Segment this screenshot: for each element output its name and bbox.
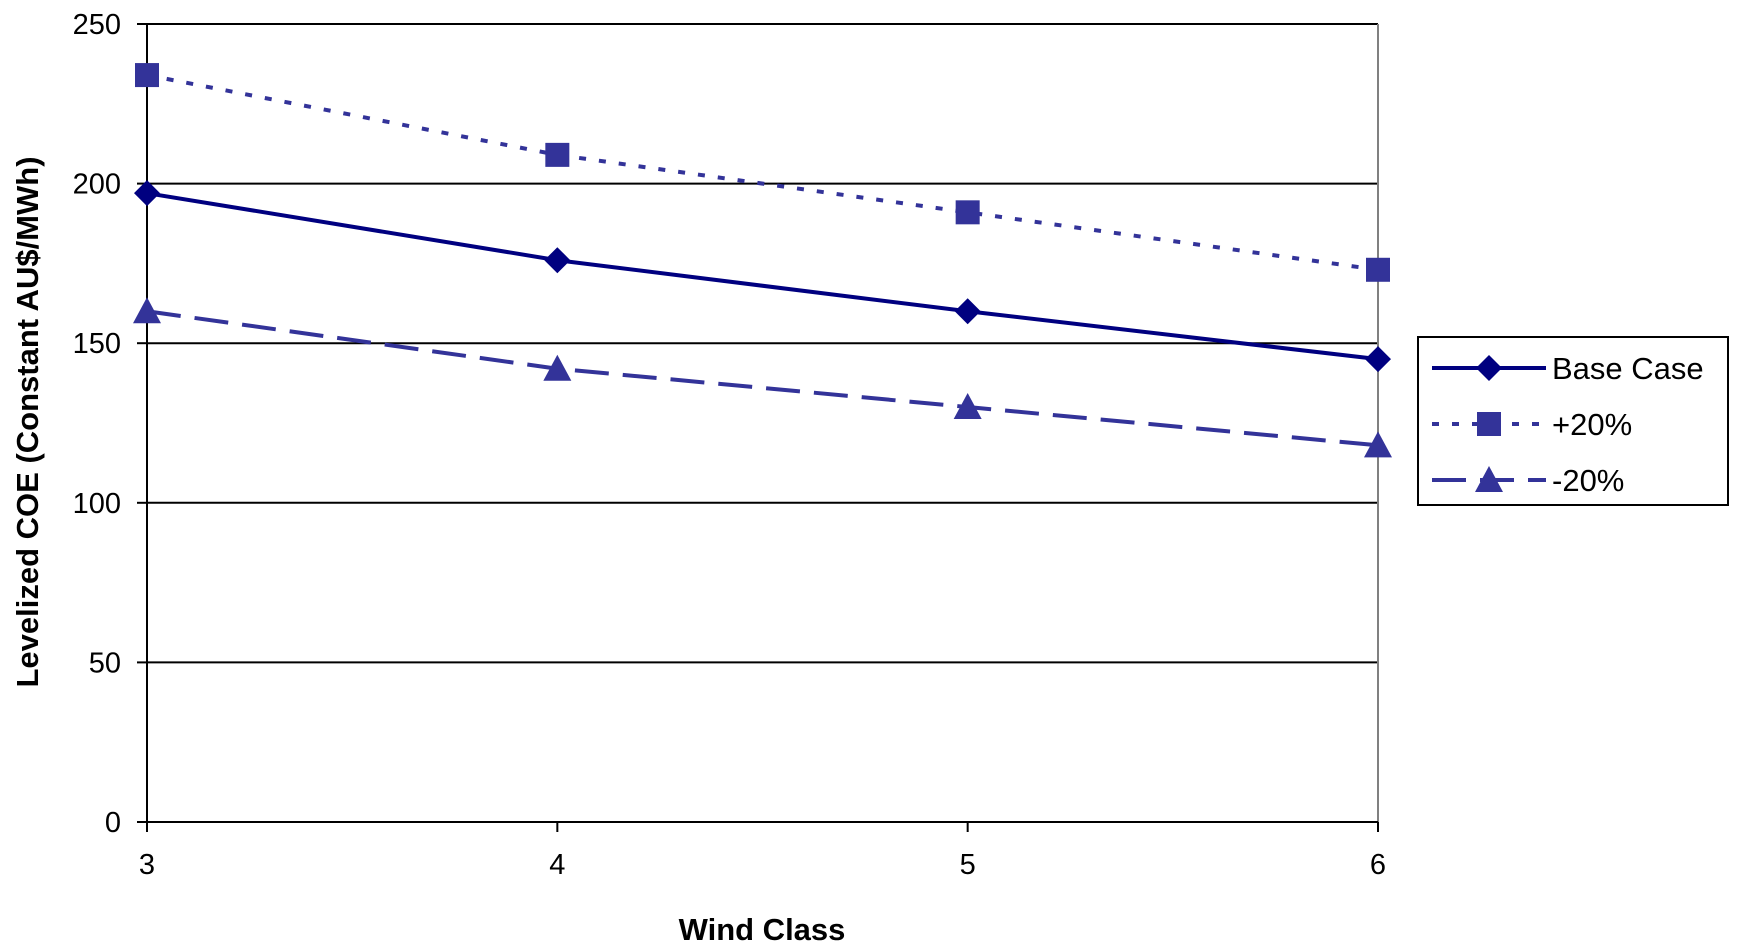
legend-entry-minus20pct: -20% xyxy=(1432,463,1624,498)
series-plus20pct xyxy=(135,63,1390,282)
data-point-base-case-6 xyxy=(1365,346,1391,373)
series-base-case xyxy=(134,180,1391,373)
x-tick-label-4: 4 xyxy=(549,849,565,881)
legend: Base Case +20% -20% xyxy=(1417,336,1729,506)
y-tick-label-250: 250 xyxy=(73,9,121,41)
data-point-plus20pct-4 xyxy=(545,142,570,167)
data-point-minus20pct-5 xyxy=(953,393,982,420)
data-point-base-case-4 xyxy=(544,247,571,274)
legend-entry-base-case: Base Case xyxy=(1432,351,1704,386)
gridlines xyxy=(147,23,1378,664)
x-tick-label-5: 5 xyxy=(960,849,976,881)
legend-box xyxy=(1417,336,1729,506)
x-tick-label-3: 3 xyxy=(139,849,155,881)
y-axis-ticks: 0 50 100 150 200 250 xyxy=(73,9,147,839)
y-tick-label-50: 50 xyxy=(89,647,121,679)
data-point-base-case-5 xyxy=(954,298,981,325)
legend-entry-plus20pct: +20% xyxy=(1432,407,1632,442)
series-line-minus20pct xyxy=(146,309,1379,448)
legend-marker-minus20pct xyxy=(1475,466,1503,492)
data-point-minus20pct-4 xyxy=(543,354,572,381)
data-point-plus20pct-3 xyxy=(135,63,159,88)
x-axis-label: Wind Class xyxy=(679,912,846,946)
data-point-minus20pct-6 xyxy=(1364,431,1392,458)
data-point-base-case-3 xyxy=(134,180,160,207)
y-tick-label-200: 200 xyxy=(73,169,121,201)
series-minus20pct xyxy=(133,297,1392,458)
y-tick-label-100: 100 xyxy=(73,488,121,520)
legend-marker-base-case xyxy=(1476,355,1502,381)
series-line-base-case xyxy=(146,191,1379,362)
y-tick-label-150: 150 xyxy=(73,328,121,360)
legend-label-base-case: Base Case xyxy=(1552,351,1704,386)
y-axis-label: Levelized COE (Constant AU$/MWh) xyxy=(10,156,45,687)
axes xyxy=(146,24,1379,823)
legend-label-plus20pct: +20% xyxy=(1552,407,1632,442)
series-line-plus20pct xyxy=(146,73,1379,272)
data-point-minus20pct-3 xyxy=(133,297,161,324)
series-group xyxy=(133,63,1392,458)
y-tick-label-0: 0 xyxy=(105,807,121,839)
x-axis-ticks: 3 4 5 6 xyxy=(139,822,1386,881)
legend-marker-plus20pct xyxy=(1477,412,1501,436)
data-point-plus20pct-6 xyxy=(1366,257,1390,282)
data-point-plus20pct-5 xyxy=(955,200,980,225)
x-tick-label-6: 6 xyxy=(1370,849,1386,881)
legend-label-minus20pct: -20% xyxy=(1552,463,1624,498)
